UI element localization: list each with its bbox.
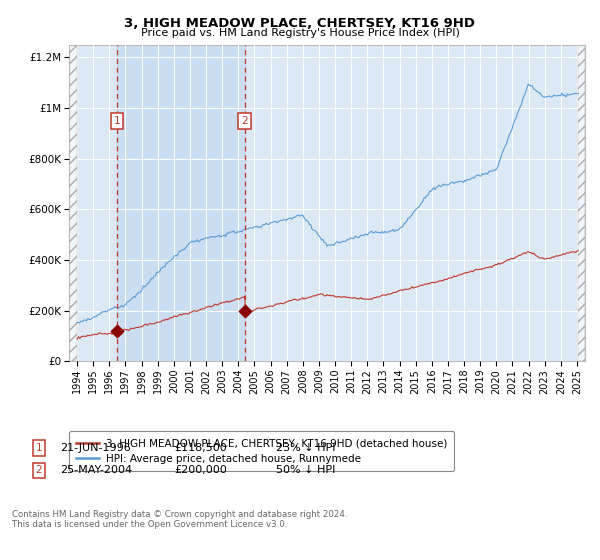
Bar	[578, 45, 585, 361]
Bar	[69, 45, 77, 361]
Text: Price paid vs. HM Land Registry's House Price Index (HPI): Price paid vs. HM Land Registry's House …	[140, 28, 460, 38]
Bar	[578, 45, 585, 361]
Text: £200,000: £200,000	[174, 465, 227, 475]
Text: Contains HM Land Registry data © Crown copyright and database right 2024.
This d: Contains HM Land Registry data © Crown c…	[12, 510, 347, 529]
Text: 23% ↓ HPI: 23% ↓ HPI	[276, 443, 335, 453]
Bar	[117, 45, 245, 361]
Text: 1: 1	[113, 116, 120, 126]
Text: 2: 2	[35, 465, 43, 475]
Point	[112, 326, 122, 335]
Text: 21-JUN-1996: 21-JUN-1996	[60, 443, 131, 453]
Bar	[69, 45, 77, 361]
Text: 50% ↓ HPI: 50% ↓ HPI	[276, 465, 335, 475]
Text: £118,500: £118,500	[174, 443, 227, 453]
Text: 3, HIGH MEADOW PLACE, CHERTSEY, KT16 9HD: 3, HIGH MEADOW PLACE, CHERTSEY, KT16 9HD	[125, 17, 476, 30]
Text: 25-MAY-2004: 25-MAY-2004	[60, 465, 132, 475]
Text: 1: 1	[35, 443, 43, 453]
Legend: 3, HIGH MEADOW PLACE, CHERTSEY, KT16 9HD (detached house), HPI: Average price, d: 3, HIGH MEADOW PLACE, CHERTSEY, KT16 9HD…	[69, 431, 454, 471]
Point	[240, 306, 250, 315]
Text: 2: 2	[241, 116, 248, 126]
